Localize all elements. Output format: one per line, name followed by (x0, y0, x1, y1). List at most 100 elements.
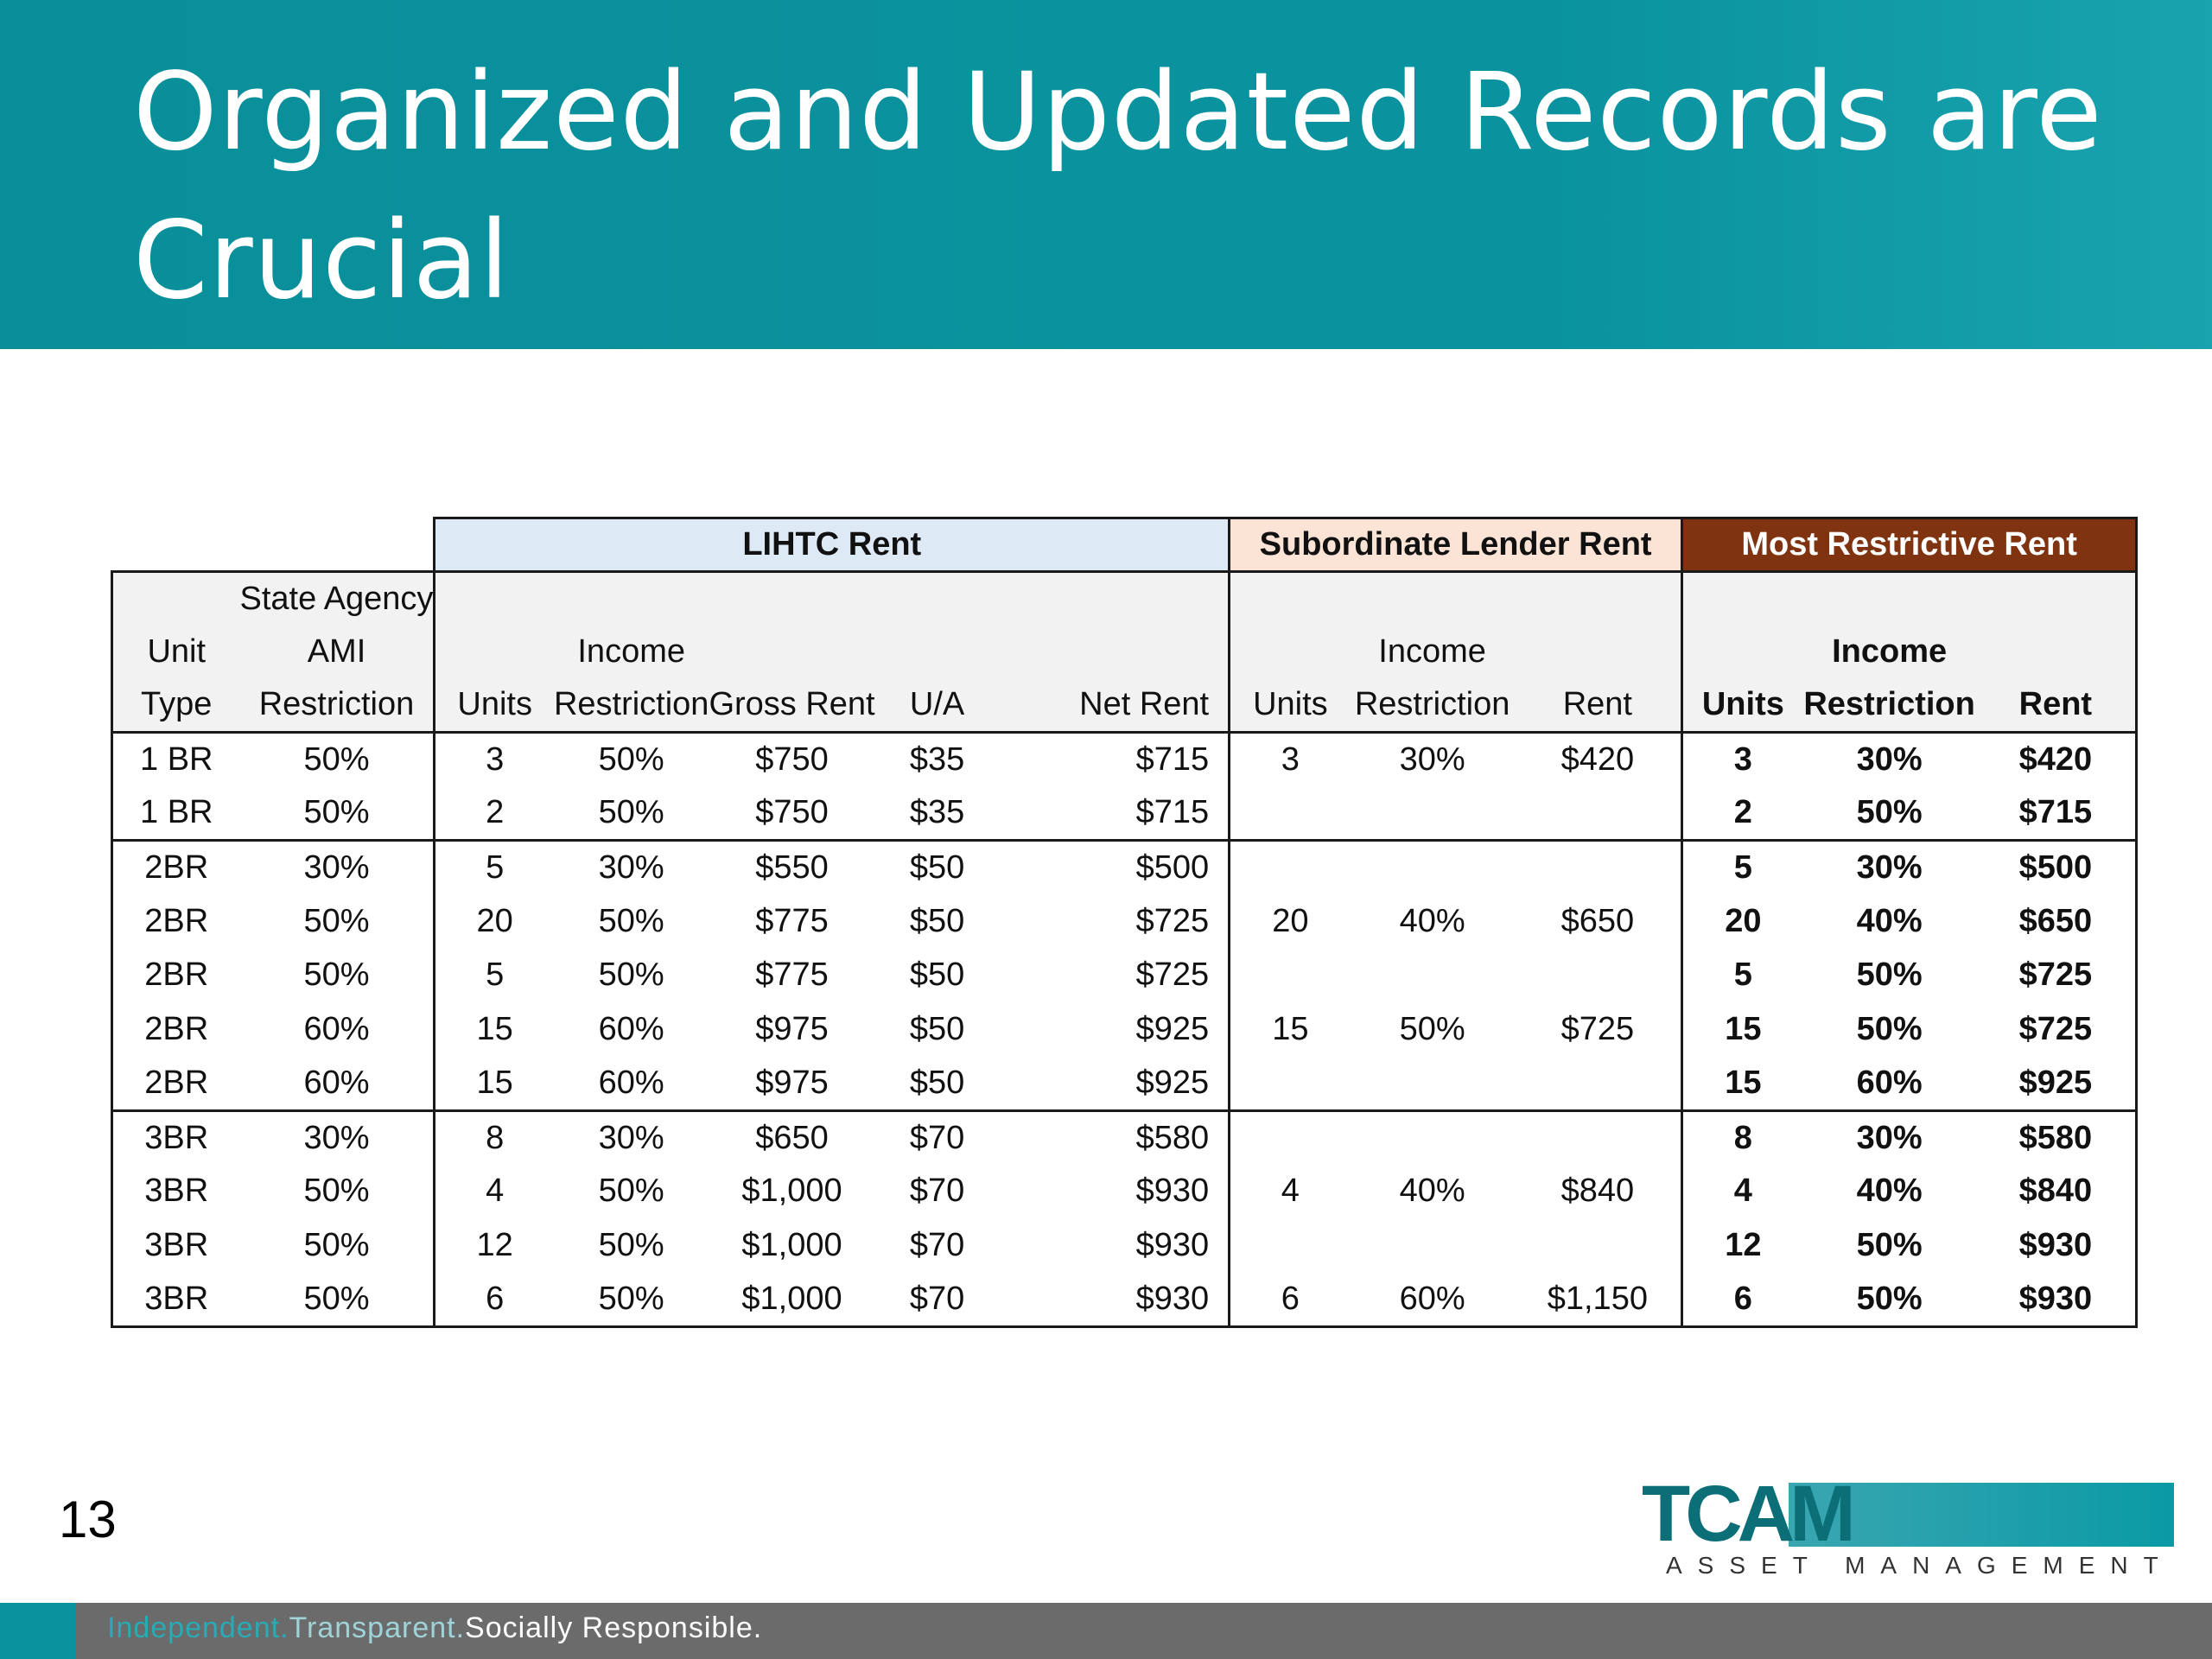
cell-lihtc-units: 20 (476, 902, 513, 939)
col-header-most-income: Income (1802, 625, 1976, 679)
cell-most-rent: $725 (1975, 948, 2139, 1002)
subordinate-lender-rent-header: Subordinate Lender Rent (1228, 517, 1684, 573)
cell-gross-rent: $750 (755, 741, 829, 778)
cell-sub-rent (1514, 1056, 1684, 1110)
cell-unit-type: 2BR (111, 894, 240, 949)
cell-ami-restriction: 50% (239, 1218, 436, 1273)
cell-sub-income-restriction (1351, 1218, 1515, 1273)
col-header-ami-3: Restriction (239, 678, 436, 734)
cell-net-rent: $925 (999, 1002, 1231, 1057)
table-row: 3BR 50% 12 50% $1,000 $70 $930 12 50% $930 (111, 1218, 2139, 1273)
group-header-blank (112, 518, 435, 572)
cell-lihtc-units: 2 (486, 794, 505, 830)
cell-sub-units (1230, 1218, 1351, 1273)
cell-most-income-restriction: 50% (1856, 1010, 1923, 1047)
cell-sub-income-restriction (1350, 1109, 1515, 1165)
cell-sub-units: 3 (1281, 741, 1300, 778)
cell-unit-type: 3BR (111, 1164, 240, 1218)
col-header-most-units: Units (1681, 678, 1803, 734)
cell-most-income-restriction: 50% (1802, 1272, 1976, 1328)
col-header-unit: Unit (111, 625, 240, 679)
cell-net-rent: $930 (999, 1272, 1231, 1328)
cell-most-units: 12 (1725, 1226, 1762, 1263)
cell-sub-rent (1514, 786, 1684, 841)
cell-gross-rent: $775 (755, 902, 829, 939)
cell-net-rent: $715 (999, 732, 1231, 786)
cell-gross-rent: $550 (709, 839, 875, 894)
footer-tagline: Independent.Transparent.Socially Respons… (107, 1611, 762, 1645)
cell-sub-income-restriction: 40% (1399, 902, 1465, 939)
cell-utility-allowance: $50 (909, 957, 965, 994)
cell-most-rent: $930 (1975, 1272, 2139, 1328)
cell-lihtc-income-restriction: 50% (598, 1173, 664, 1210)
cell-unit-type: 3BR (111, 1272, 240, 1328)
cell-ami-restriction: 50% (239, 732, 436, 786)
cell-sub-income-restriction (1351, 949, 1515, 1003)
cell-most-rent: $725 (1975, 1002, 2139, 1057)
cell-gross-rent: $775 (755, 957, 829, 994)
cell-lihtc-income-restriction: 50% (598, 741, 664, 778)
cell-unit-type: 2BR (111, 1056, 240, 1110)
cell-utility-allowance: $70 (874, 1109, 1000, 1165)
cell-utility-allowance: $50 (909, 1064, 965, 1101)
cell-most-rent: $650 (1975, 894, 2139, 949)
cell-lihtc-units: 3 (486, 741, 505, 778)
cell-sub-units (1230, 786, 1351, 841)
cell-sub-rent (1514, 1218, 1684, 1273)
cell-unit-type: 3BR (111, 1109, 240, 1165)
cell-lihtc-units: 15 (476, 1010, 513, 1047)
table-row: 3BR 50% 4 50% $1,000 $70 $930 4 40% $840 4 40% $840 (111, 1164, 2139, 1218)
cell-ami-restriction: 60% (239, 1056, 436, 1110)
cell-net-rent: $925 (999, 1056, 1231, 1110)
cell-most-rent: $925 (1975, 1056, 2139, 1110)
cell-most-rent: $930 (1975, 1218, 2139, 1273)
cell-unit-type: 1 BR (111, 786, 240, 841)
cell-most-units: 4 (1733, 1173, 1752, 1210)
tcam-logo: TCAM ASSET MANAGEMENT (1642, 1474, 2174, 1580)
cell-most-units: 15 (1725, 1064, 1762, 1101)
cell-ami-restriction: 50% (239, 948, 436, 1002)
cell-most-rent: $500 (1975, 839, 2139, 894)
cell-most-units: 15 (1725, 1010, 1762, 1047)
cell-ami-restriction: 50% (239, 1164, 436, 1218)
cell-most-units: 5 (1733, 957, 1752, 994)
col-header-sub-rent: Rent (1514, 678, 1684, 734)
table-row: 2BR 30% 5 30% $550 $50 $500 5 30% $500 (111, 839, 2139, 894)
cell-most-income-restriction: 40% (1856, 1173, 1923, 1210)
cell-most-income-restriction: 60% (1856, 1064, 1923, 1101)
cell-net-rent: $930 (999, 1218, 1231, 1273)
cell-sub-income-restriction: 60% (1350, 1272, 1515, 1328)
cell-most-units: 5 (1681, 839, 1803, 894)
cell-sub-rent (1514, 1109, 1684, 1165)
cell-gross-rent: $975 (755, 1010, 829, 1047)
cell-utility-allowance: $50 (874, 839, 1000, 894)
cell-gross-rent: $750 (755, 794, 829, 830)
logo-subtitle: ASSET MANAGEMENT (1666, 1552, 2174, 1579)
slide-title: Organized and Updated Records are Crucia… (133, 50, 2103, 323)
cell-utility-allowance: $70 (909, 1226, 965, 1263)
cell-utility-allowance: $35 (909, 741, 965, 778)
cell-utility-allowance: $50 (909, 1010, 965, 1047)
cell-most-units: 8 (1681, 1109, 1803, 1165)
cell-lihtc-units: 4 (486, 1173, 505, 1210)
logo-wordmark: TCAM (1642, 1470, 1856, 1558)
cell-net-rent: $725 (999, 948, 1231, 1002)
table-row: 3BR 50% 6 50% $1,000 $70 $930 6 60% $1,150 6 50% $93… (111, 1272, 2139, 1328)
table-row: 2BR 60% 15 60% $975 $50 $925 15 50% $725 15 50% $725 (111, 1002, 2139, 1057)
cell-sub-income-restriction: 50% (1399, 1010, 1465, 1047)
footer-accent (0, 1603, 76, 1659)
cell-lihtc-income-restriction: 30% (553, 1109, 709, 1165)
cell-sub-units (1229, 839, 1351, 894)
col-header-net-rent: Net Rent (999, 678, 1231, 734)
cell-utility-allowance: $50 (909, 902, 965, 939)
group-header-row: LIHTC Rent Subordinate Lender Rent Most … (112, 517, 2139, 573)
cell-ami-restriction: 30% (239, 839, 436, 894)
lihtc-rent-header: LIHTC Rent (433, 517, 1231, 573)
cell-unit-type: 2BR (111, 948, 240, 1002)
table-row: 2BR 60% 15 60% $975 $50 $925 15 60% $925 (111, 1056, 2139, 1110)
cell-sub-rent: $420 (1514, 732, 1684, 786)
col-header-ami: State Agency (239, 570, 436, 626)
table-row: 2BR 50% 5 50% $775 $50 $725 5 50% $725 (111, 948, 2139, 1003)
cell-sub-rent: $725 (1514, 1002, 1684, 1057)
column-header-row-1: State Agency (111, 570, 2139, 626)
